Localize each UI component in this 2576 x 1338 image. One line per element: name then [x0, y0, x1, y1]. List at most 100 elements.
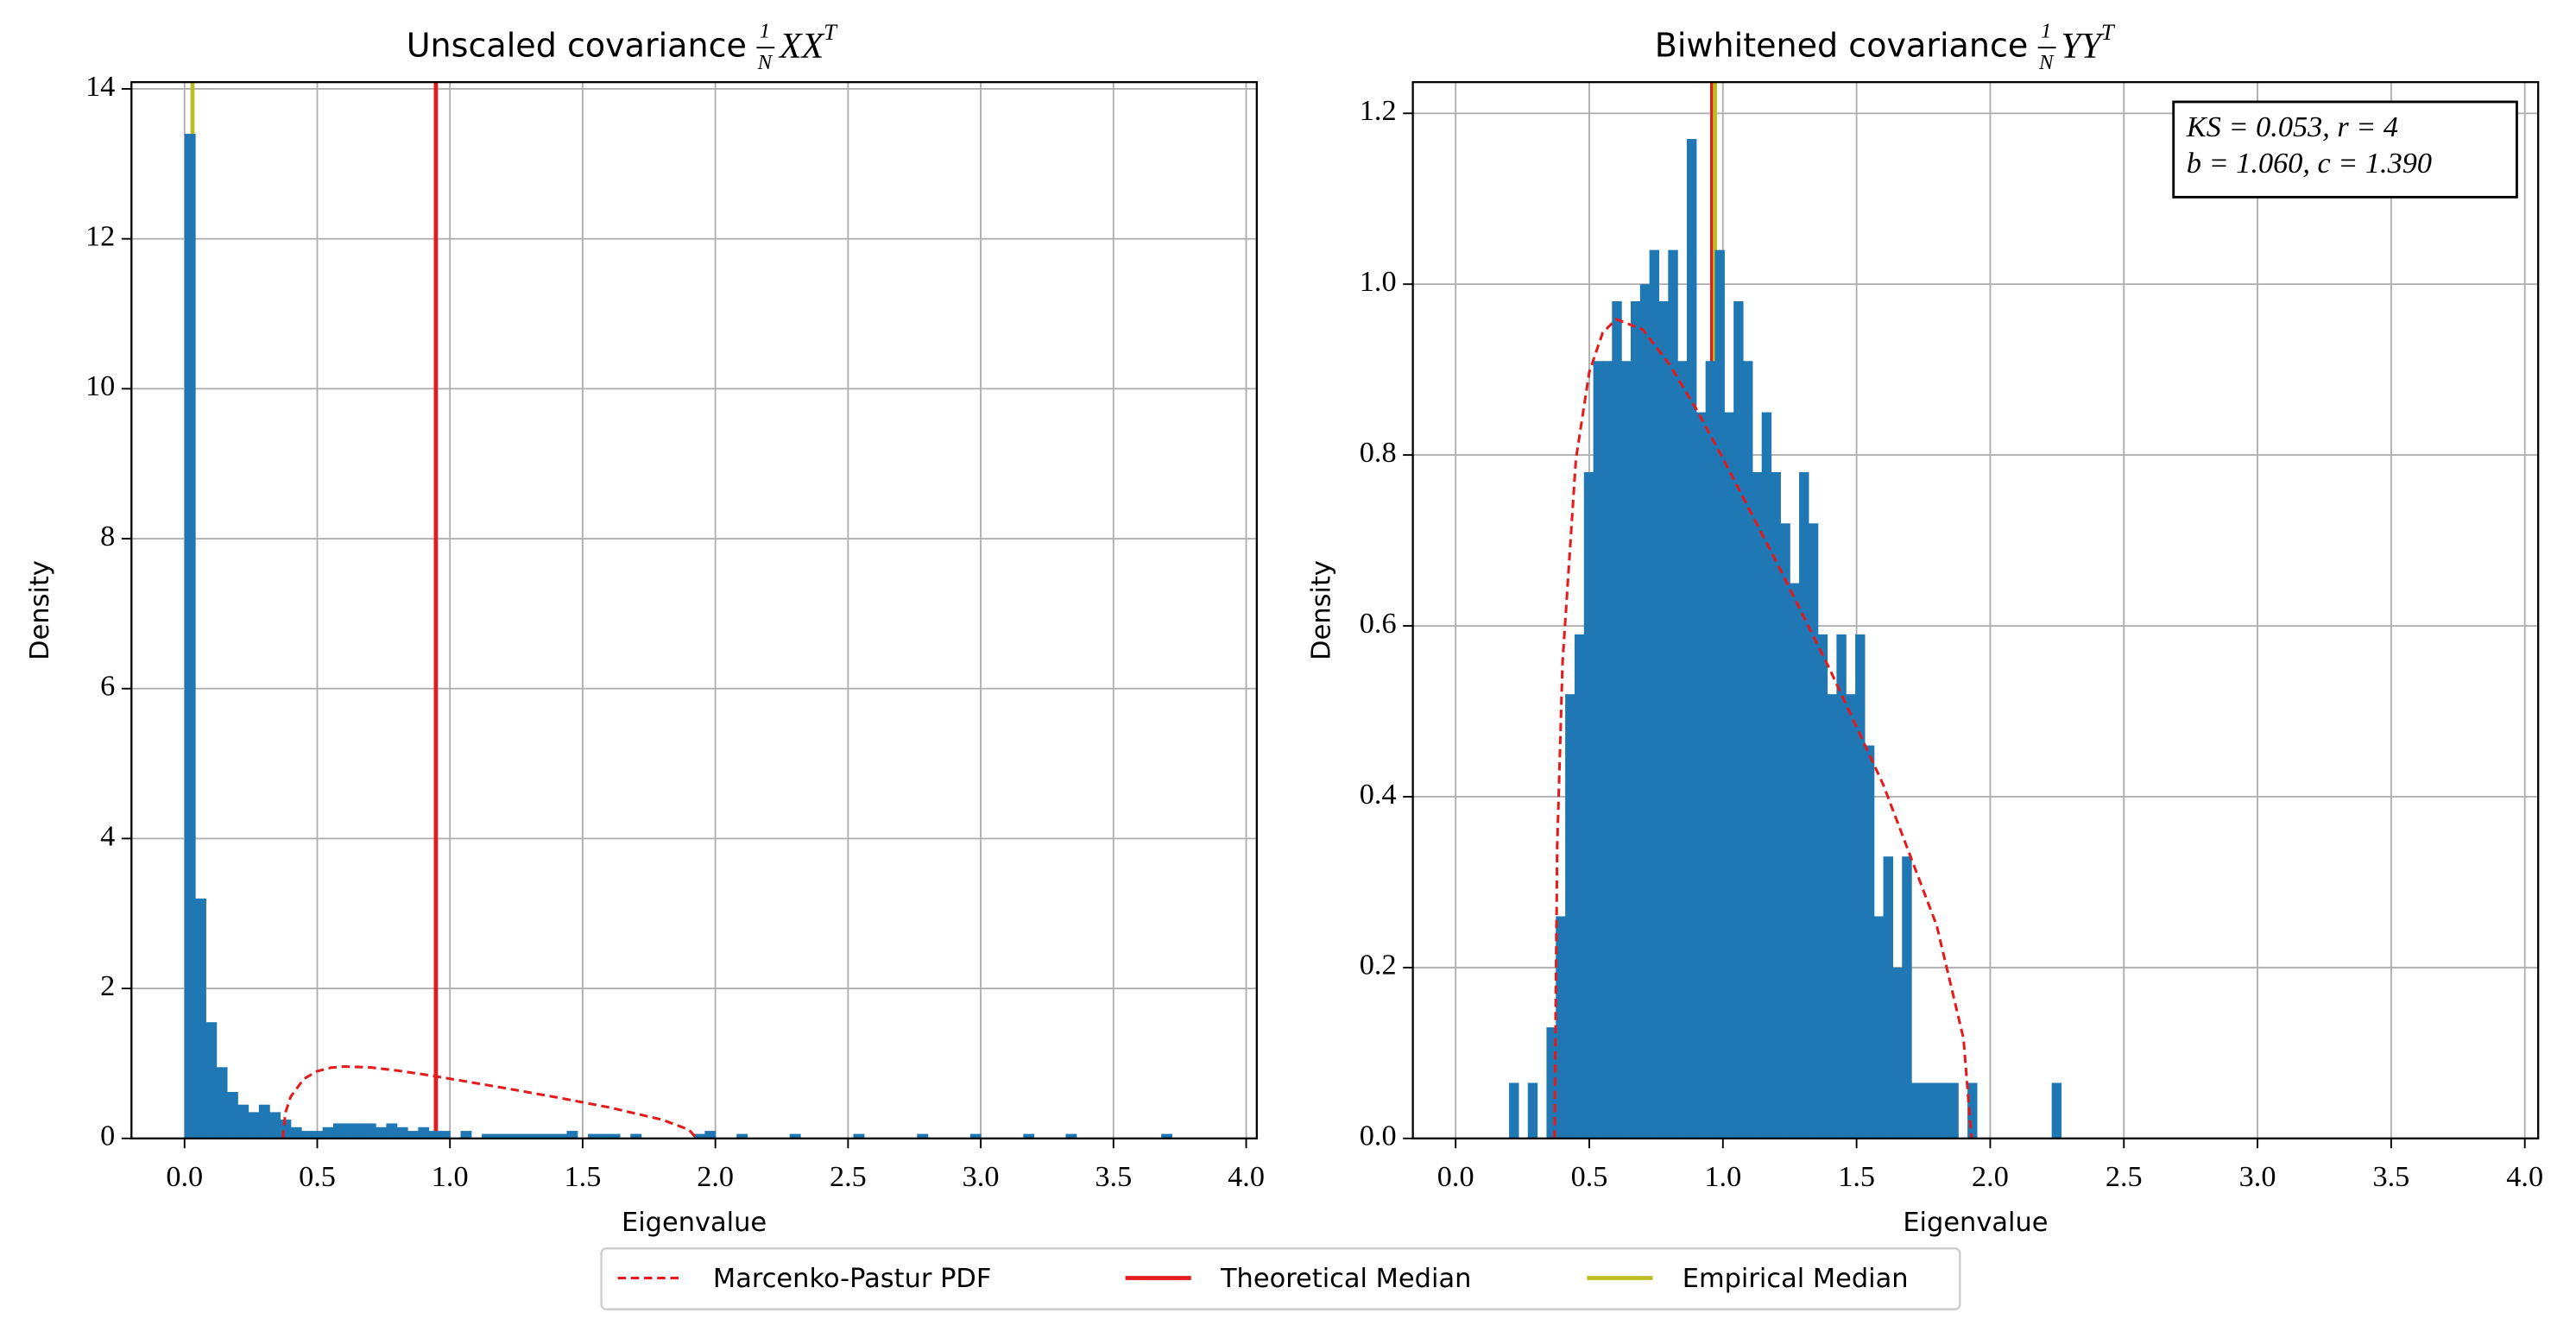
x-tick-label: 4.0	[1228, 1160, 1265, 1193]
bar	[1743, 361, 1753, 1139]
bar	[1630, 300, 1641, 1139]
annotation-text: b = 1.060, c = 1.390	[2187, 147, 2432, 180]
x-axis-label: Eigenvalue	[622, 1208, 767, 1238]
annotation-text: KS = 0.053, r = 4	[2186, 110, 2398, 143]
title-math: YYT	[2061, 19, 2116, 66]
bar	[545, 1133, 557, 1139]
bar	[1687, 138, 1697, 1139]
bar	[1161, 1133, 1173, 1139]
bar	[789, 1133, 801, 1139]
bar	[216, 1067, 228, 1139]
x-tick-label: 1.5	[565, 1160, 602, 1193]
x-tick-label: 3.5	[1095, 1160, 1132, 1193]
bar	[1902, 856, 1912, 1139]
bar	[1668, 249, 1678, 1139]
bar	[269, 1112, 281, 1139]
bar	[598, 1133, 610, 1139]
bar	[332, 1123, 344, 1139]
bar	[502, 1133, 515, 1139]
bar	[1892, 967, 1903, 1139]
x-tick-label: 0.5	[1571, 1160, 1608, 1193]
bar	[1593, 361, 1604, 1139]
bar	[1714, 249, 1725, 1139]
bar	[354, 1123, 366, 1139]
bar	[1677, 361, 1688, 1139]
y-axis-label: Density	[25, 560, 55, 660]
x-tick-label: 1.0	[432, 1160, 469, 1193]
bar	[556, 1133, 568, 1139]
bar	[1612, 300, 1622, 1139]
title-math-expr: YY	[2061, 27, 2104, 66]
chart-title: Biwhitened covariance	[1655, 27, 2029, 65]
bar	[1808, 523, 1819, 1139]
x-tick-label: 1.0	[1704, 1160, 1741, 1193]
y-tick-label: 8	[100, 520, 115, 552]
bar	[376, 1127, 387, 1139]
bar	[1948, 1082, 1959, 1139]
legend: Marcenko-Pastur PDF Theoretical Median Emp…	[600, 1247, 1961, 1310]
bar	[524, 1133, 536, 1139]
plot-area	[184, 82, 1173, 1139]
legend-label: Marcenko-Pastur PDF	[713, 1264, 991, 1294]
title-math-sup: T	[824, 19, 838, 45]
bar	[1509, 1082, 1519, 1139]
chart-title: Unscaled covariance	[407, 27, 747, 65]
bar	[1939, 1082, 1950, 1139]
bar	[226, 1091, 238, 1139]
bar	[1602, 361, 1613, 1139]
y-tick-label: 0.4	[1360, 778, 1397, 811]
bar	[1733, 300, 1744, 1139]
x-tick-label: 0.0	[1437, 1160, 1474, 1193]
bar	[917, 1133, 929, 1139]
mp-pdf-curve	[281, 1064, 698, 1139]
x-tick-label: 3.5	[2372, 1160, 2409, 1193]
bar	[418, 1127, 430, 1139]
bar	[492, 1133, 504, 1139]
title-fraction-den: N	[757, 51, 773, 74]
bar	[184, 134, 196, 1139]
bar	[1827, 694, 1837, 1139]
bar	[290, 1127, 302, 1139]
bar	[1967, 1082, 1978, 1139]
bar	[630, 1133, 642, 1139]
x-tick-label: 3.0	[963, 1160, 1000, 1193]
bar	[322, 1127, 334, 1139]
bar	[588, 1133, 599, 1139]
y-tick-label: 6	[100, 670, 115, 703]
bar	[1855, 634, 1866, 1139]
y-tick-label: 0.2	[1360, 949, 1397, 981]
bar	[237, 1104, 249, 1139]
x-tick-label: 2.5	[830, 1160, 867, 1193]
y-tick-label: 1.2	[1360, 94, 1397, 127]
bar	[1658, 300, 1669, 1139]
legend-label: Empirical Median	[1683, 1264, 1909, 1294]
bar	[694, 1133, 705, 1139]
bar	[1761, 412, 1772, 1139]
bar	[1527, 1082, 1538, 1139]
bar	[428, 1131, 440, 1139]
bar	[344, 1123, 356, 1139]
y-tick-label: 10	[85, 369, 115, 402]
x-tick-label: 1.5	[1838, 1160, 1875, 1193]
x-axis-label: Eigenvalue	[1903, 1208, 2048, 1238]
plot: 0.0 0.5 1.0 1.5 2.0 2.5 3.0 3.5 4.0 0 2 4 6 8 10 12 14 Ei…	[25, 19, 1265, 1238]
bar	[205, 1022, 218, 1139]
bar	[460, 1131, 472, 1139]
bar	[1836, 634, 1847, 1139]
bar	[2051, 1082, 2062, 1139]
bar	[1065, 1133, 1077, 1139]
bar	[1695, 412, 1707, 1139]
bar	[1574, 634, 1585, 1139]
y-axis-label: Density	[1306, 560, 1336, 660]
bar	[704, 1131, 717, 1139]
bar	[1873, 916, 1885, 1139]
bar	[1911, 1082, 1922, 1139]
legend-label: Theoretical Median	[1220, 1264, 1471, 1294]
y-tick-label: 12	[85, 220, 115, 253]
bar	[1705, 361, 1716, 1139]
bar	[1846, 694, 1856, 1139]
bar	[853, 1133, 865, 1139]
title-math: XXT	[778, 19, 838, 66]
bar	[1790, 583, 1800, 1139]
bar	[1639, 284, 1651, 1139]
